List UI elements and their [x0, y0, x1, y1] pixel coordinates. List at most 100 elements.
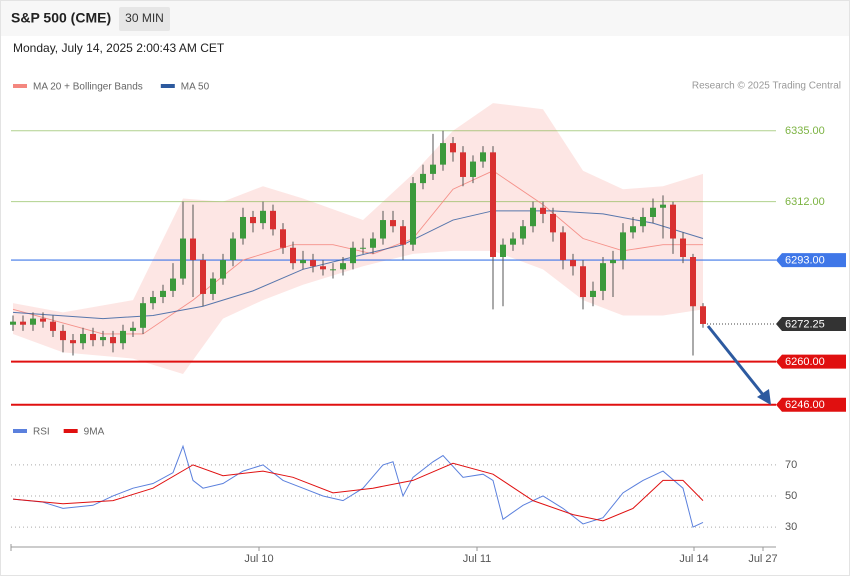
- candle-body: [400, 226, 406, 245]
- candle-body: [500, 244, 506, 257]
- candle-body: [380, 220, 386, 239]
- candle-body: [300, 260, 306, 264]
- candle-body: [200, 260, 206, 294]
- candle-body: [100, 337, 106, 341]
- legend-swatch: [13, 84, 27, 88]
- candle-body: [640, 216, 646, 227]
- candle-body: [470, 161, 476, 177]
- candle-body: [230, 238, 236, 261]
- candle-body: [20, 321, 26, 325]
- candle-body: [130, 327, 136, 331]
- x-tick-label: Jul 14: [679, 553, 708, 565]
- candle-body: [210, 278, 216, 294]
- symbol: S&P 500 (CME): [11, 10, 111, 26]
- candle-body: [550, 213, 556, 233]
- candle-body: [90, 333, 96, 341]
- credit: Research © 2025 Trading Central: [692, 81, 841, 92]
- candle-body: [220, 260, 226, 279]
- level-box: [776, 354, 846, 369]
- candle-body: [320, 266, 326, 270]
- candle-body: [180, 238, 186, 279]
- plot: MA 20 + Bollinger Bands MA 50 6335.00 6312.…: [10, 82, 846, 565]
- candle-body: [660, 204, 666, 208]
- candle-body: [680, 238, 686, 257]
- legend-label: MA 50: [181, 82, 210, 93]
- legend-swatch: [160, 84, 175, 88]
- candle-body: [310, 260, 316, 267]
- candle-body: [340, 263, 346, 270]
- candle-body: [460, 152, 466, 177]
- candle-body: [70, 340, 76, 344]
- level-label: 6246.00: [785, 399, 825, 411]
- candle-body: [120, 330, 126, 344]
- y-tick-label: 50: [785, 490, 797, 502]
- candle-body: [420, 173, 426, 184]
- candle-body: [540, 207, 546, 214]
- interval: 30 MIN: [125, 11, 164, 25]
- candle-body: [80, 333, 86, 344]
- legend-swatch: [63, 429, 78, 433]
- candle-body: [260, 210, 266, 224]
- candle-body: [480, 152, 486, 162]
- candle-body: [410, 183, 416, 245]
- candle-body: [670, 204, 676, 239]
- candle-body: [240, 216, 246, 239]
- candle-body: [110, 337, 116, 344]
- candle-body: [570, 260, 576, 267]
- candle-body: [350, 247, 356, 264]
- candle-body: [700, 306, 706, 324]
- candle-body: [330, 269, 336, 271]
- level-label: 6293.00: [785, 254, 825, 266]
- ma-line: [12, 170, 703, 335]
- candle-body: [590, 290, 596, 298]
- level-label: 6312.00: [785, 196, 825, 208]
- candle-body: [620, 232, 626, 261]
- x-tick-label: Jul 11: [463, 553, 492, 565]
- candle-body: [270, 210, 276, 230]
- candle-body: [630, 226, 636, 233]
- level-box: [776, 253, 846, 268]
- level-label: 6272.25: [785, 318, 825, 330]
- interval-box: [119, 7, 170, 31]
- candle-body: [560, 232, 566, 261]
- candle-body: [160, 290, 166, 298]
- candle-body: [140, 303, 146, 328]
- candle-body: [650, 207, 656, 217]
- candle-body: [580, 266, 586, 298]
- x-tick-label: Jul 10: [244, 553, 273, 565]
- bollinger-band: [13, 103, 703, 374]
- level-box: [776, 316, 846, 331]
- y-tick-label: 30: [785, 521, 797, 533]
- y-tick-label: 70: [785, 459, 797, 471]
- candle-body: [40, 318, 46, 322]
- legend-label: MA 20 + Bollinger Bands: [33, 82, 143, 93]
- candle-body: [510, 238, 516, 245]
- candle-body: [610, 260, 616, 264]
- candle-body: [10, 321, 16, 325]
- candle-body: [690, 257, 696, 307]
- candle-body: [390, 220, 396, 227]
- candle-body: [190, 238, 196, 261]
- candle-body: [30, 318, 36, 325]
- candle-body: [290, 247, 296, 264]
- level-label: 6335.00: [785, 125, 825, 137]
- candle-body: [430, 164, 436, 174]
- candle-body: [280, 229, 286, 248]
- candle-body: [370, 238, 376, 248]
- projection-arrow: [706, 325, 766, 397]
- candle-body: [60, 330, 66, 341]
- candle-body: [490, 152, 496, 257]
- x-tick-label: Jul 27: [748, 553, 777, 565]
- candle-body: [360, 247, 366, 249]
- candle-body: [450, 143, 456, 153]
- rsi-line: [12, 462, 704, 522]
- candle-body: [150, 297, 156, 304]
- candle-body: [600, 263, 606, 291]
- candle-body: [520, 226, 526, 239]
- arrow-head: [757, 389, 771, 405]
- candle-body: [170, 278, 176, 291]
- legend-label: RSI: [33, 427, 50, 438]
- candle-body: [50, 321, 56, 331]
